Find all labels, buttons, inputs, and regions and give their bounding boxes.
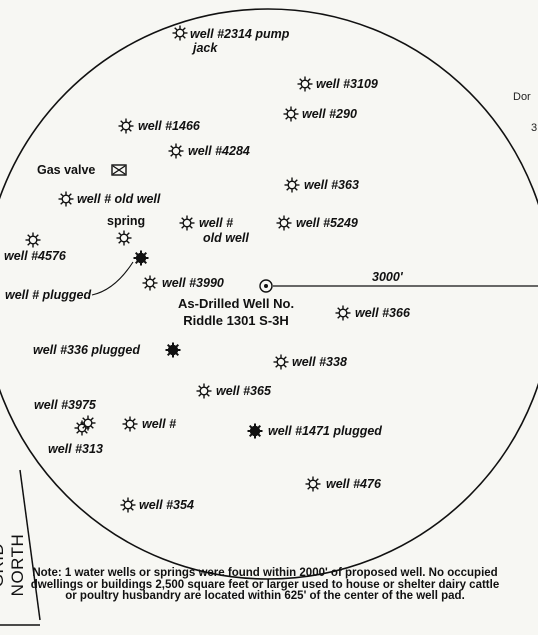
well-3109-well-icon xyxy=(297,76,313,92)
label-well-338: well #338 xyxy=(292,355,347,369)
well-365-well-icon xyxy=(196,383,212,399)
label-well-2314: well #2314 pump jack xyxy=(190,27,290,55)
well-290-well-icon xyxy=(283,106,299,122)
plugged-well-leader xyxy=(91,261,134,296)
well-plugged-unnumbered-plugged-well-icon xyxy=(133,250,149,266)
label-well-313: well #313 xyxy=(48,442,103,456)
label-well-3109: well #3109 xyxy=(316,77,378,91)
well-313-well-icon xyxy=(80,415,96,431)
label-well-hash: well # xyxy=(142,417,177,431)
label-well-1471: well #1471 plugged xyxy=(268,424,382,438)
center-well-icon-inner xyxy=(264,284,268,288)
grid-north-line xyxy=(19,469,41,621)
gas-valve-valve-icon xyxy=(111,164,127,176)
well-2314-well-icon xyxy=(172,25,188,41)
label-well-old-1: well # old well xyxy=(77,192,161,206)
well-old-2-well-icon xyxy=(179,215,195,231)
label-well-290: well #290 xyxy=(302,107,357,121)
well-hash-well-icon xyxy=(122,416,138,432)
label-well-3975: well #3975 xyxy=(34,398,96,412)
well-old-1-well-icon xyxy=(58,191,74,207)
well-1466-well-icon xyxy=(118,118,134,134)
well-3990-well-icon xyxy=(142,275,158,291)
well-5249-well-icon xyxy=(276,215,292,231)
center-well-icon-outer xyxy=(259,279,273,293)
center-well-label-line1: As-Drilled Well No. xyxy=(178,296,295,311)
label-well-4284: well #4284 xyxy=(188,144,250,158)
label-well-old-2: well # old well xyxy=(199,216,249,245)
well-336-plugged-well-icon xyxy=(165,342,181,358)
well-476-well-icon xyxy=(305,476,321,492)
label-well-3990: well #3990 xyxy=(162,276,224,290)
label-well-plugged-unnumbered: well # plugged xyxy=(5,288,92,302)
label-well-336: well #336 plugged xyxy=(33,343,140,357)
label-well-1466: well #1466 xyxy=(138,119,200,133)
label-well-5249: well #5249 xyxy=(296,216,358,230)
edge-fragment-1: Dor xyxy=(513,91,531,103)
label-well-354: well #354 xyxy=(139,498,194,512)
label-gas-valve: Gas valve xyxy=(37,163,96,177)
label-well-4576: well #4576 xyxy=(4,249,66,263)
well-4284-well-icon xyxy=(168,143,184,159)
well-4576-well-icon xyxy=(25,232,41,248)
label-well-476: well #476 xyxy=(326,477,381,491)
radius-circle xyxy=(0,8,538,580)
center-well-label: As-Drilled Well No. Riddle 1301 S-3H xyxy=(178,295,294,329)
well-338-well-icon xyxy=(273,354,289,370)
label-well-363: well #363 xyxy=(304,178,359,192)
well-354-well-icon xyxy=(120,497,136,513)
radius-label: 3000' xyxy=(372,270,403,284)
grid-north-label: GRID NORTH xyxy=(0,533,27,597)
spring-spring-icon xyxy=(116,230,132,246)
well-366-well-icon xyxy=(335,305,351,321)
edge-fragment-2: 3 xyxy=(531,122,538,134)
label-well-366: well #366 xyxy=(355,306,410,320)
well-1471-plugged-well-icon xyxy=(247,423,263,439)
label-spring: spring xyxy=(107,214,146,228)
center-well-label-line2: Riddle 1301 S-3H xyxy=(183,313,289,328)
well-363-well-icon xyxy=(284,177,300,193)
label-well-365: well #365 xyxy=(216,384,271,398)
map-note: Note: 1 water wells or springs were foun… xyxy=(30,567,500,602)
